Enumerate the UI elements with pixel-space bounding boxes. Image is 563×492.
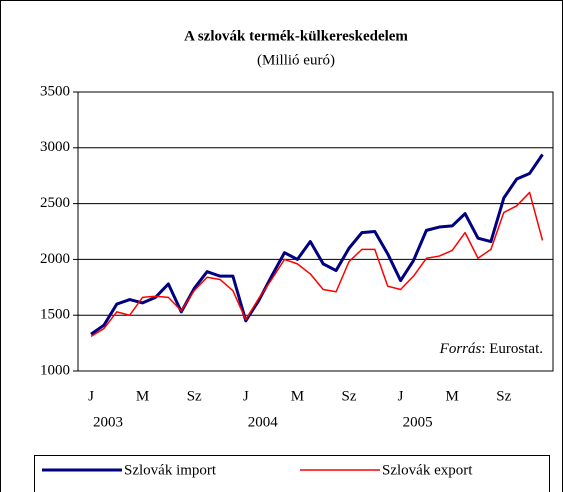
- y-tick-label: 1000: [40, 362, 70, 378]
- source-label: Forrás: [439, 341, 482, 357]
- x-tick-label: Sz: [187, 388, 202, 404]
- x-tick-label: J: [398, 388, 404, 404]
- x-tick-label: J: [243, 388, 249, 404]
- source-note: Forrás: Eurostat.: [439, 341, 543, 357]
- chart-subtitle: (Millió euró): [257, 52, 335, 68]
- x-tick-label: M: [136, 388, 149, 404]
- x-tick-label: Sz: [496, 388, 511, 404]
- x-tick-label: J: [88, 388, 94, 404]
- x-year-label: 2003: [93, 414, 123, 430]
- y-tick-label: 2500: [40, 195, 70, 211]
- legend-label: Szlovák import: [124, 462, 217, 478]
- y-tick-label: 1500: [40, 307, 70, 323]
- legend-label: Szlovák export: [382, 462, 473, 478]
- x-year-label: 2004: [248, 414, 279, 430]
- legend-box: [34, 455, 550, 492]
- series-line: [90, 153, 544, 336]
- y-tick-label: 3500: [40, 83, 70, 99]
- y-tick-label: 2000: [40, 251, 70, 267]
- series-line: [90, 191, 544, 338]
- source-text: : Eurostat.: [481, 341, 543, 357]
- x-tick-label: M: [291, 388, 304, 404]
- x-tick-label: Sz: [342, 388, 357, 404]
- x-year-label: 2005: [403, 414, 433, 430]
- chart-title: A szlovák termék-külkereskedelem: [184, 28, 408, 44]
- y-tick-label: 3000: [40, 139, 70, 155]
- x-tick-label: M: [446, 388, 459, 404]
